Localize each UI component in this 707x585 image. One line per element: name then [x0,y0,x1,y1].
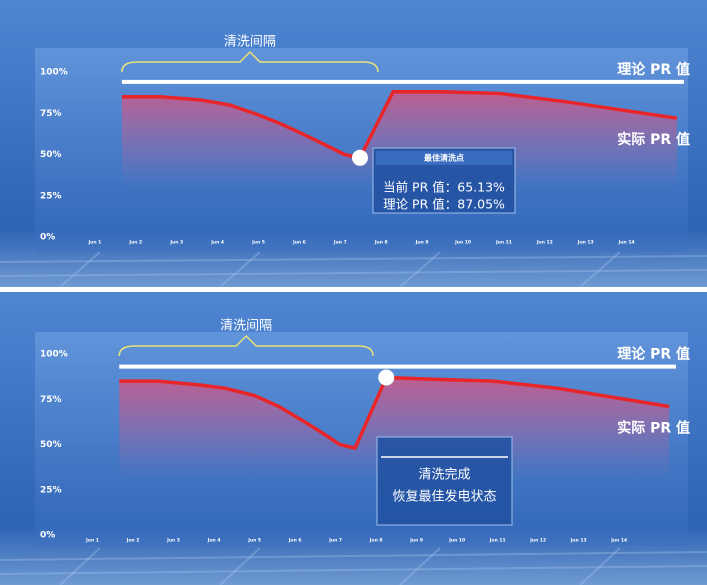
series-line [121,90,678,160]
x-tick-label: Jun 8 [369,538,383,544]
x-tick-label: Jun 1 [88,240,102,246]
solar-panel-lines [0,251,707,585]
x-tick-label: Jun 7 [333,240,347,246]
interval-bracket [118,334,374,357]
x-tick-label: Jun 11 [489,538,506,544]
info-box-line: 清洗完成 [418,468,470,483]
x-tick-label: Jun 7 [328,538,342,544]
x-tick-label: Jun 11 [495,240,512,246]
shaded-area [119,377,670,481]
y-tick-label: 100% [40,68,68,78]
y-tick-label: 25% [40,485,62,495]
x-tick-label: Jun 6 [288,538,302,544]
y-tick-label: 75% [40,395,62,405]
x-tick-label: Jun 12 [536,240,553,246]
info-box-header [376,151,512,165]
y-tick-label: 25% [40,191,62,201]
x-tick-label: Jun 13 [577,240,594,246]
x-tick-label: Jun 4 [207,538,221,544]
series-label: 实际 PR 值 [617,131,690,148]
info-box-line: 当前 PR 值：65.13% [383,180,505,195]
shaded-area [121,91,677,188]
x-tick-label: Jun 8 [374,240,388,246]
x-tick-label: Jun 10 [448,538,465,544]
x-tick-label: Jun 9 [409,538,423,544]
info-box-title: 最佳清洗点 [424,153,464,163]
x-tick-label: Jun 4 [210,240,224,246]
x-tick-label: Jun 12 [529,538,546,544]
series-line [119,375,670,450]
series-label: 理论 PR 值 [617,346,690,363]
x-tick-label: Jun 9 [415,240,429,246]
info-box [376,436,513,526]
interval-label: 清洗间隔 [220,319,272,334]
y-tick-label: 75% [40,109,62,119]
y-tick-label: 0% [40,531,55,541]
x-tick-label: Jun 1 [85,538,99,544]
highlight-point [378,369,395,386]
x-tick-label: Jun 6 [292,240,306,246]
info-box-line: 理论 PR 值：87.05% [383,197,505,212]
x-tick-label: Jun 14 [610,538,627,544]
y-tick-label: 50% [40,440,62,450]
y-tick-label: 50% [40,150,62,160]
highlight-point [351,149,368,166]
x-tick-label: Jun 5 [247,538,261,544]
series-label: 实际 PR 值 [617,419,690,436]
interval-label: 清洗间隔 [224,35,276,50]
x-tick-label: Jun 3 [166,538,180,544]
info-box-line: 恢复最佳发电状态 [392,489,496,505]
interval-bracket [121,50,379,73]
x-tick-label: Jun 2 [126,538,140,544]
x-tick-label: Jun 10 [454,240,471,246]
x-tick-label: Jun 3 [169,240,183,246]
series-label: 理论 PR 值 [617,61,690,78]
x-tick-label: Jun 14 [618,240,635,246]
x-tick-label: Jun 2 [128,240,142,246]
y-tick-label: 0% [40,233,55,243]
y-tick-label: 100% [40,350,68,360]
x-tick-label: Jun 13 [570,538,587,544]
x-tick-label: Jun 5 [251,240,265,246]
